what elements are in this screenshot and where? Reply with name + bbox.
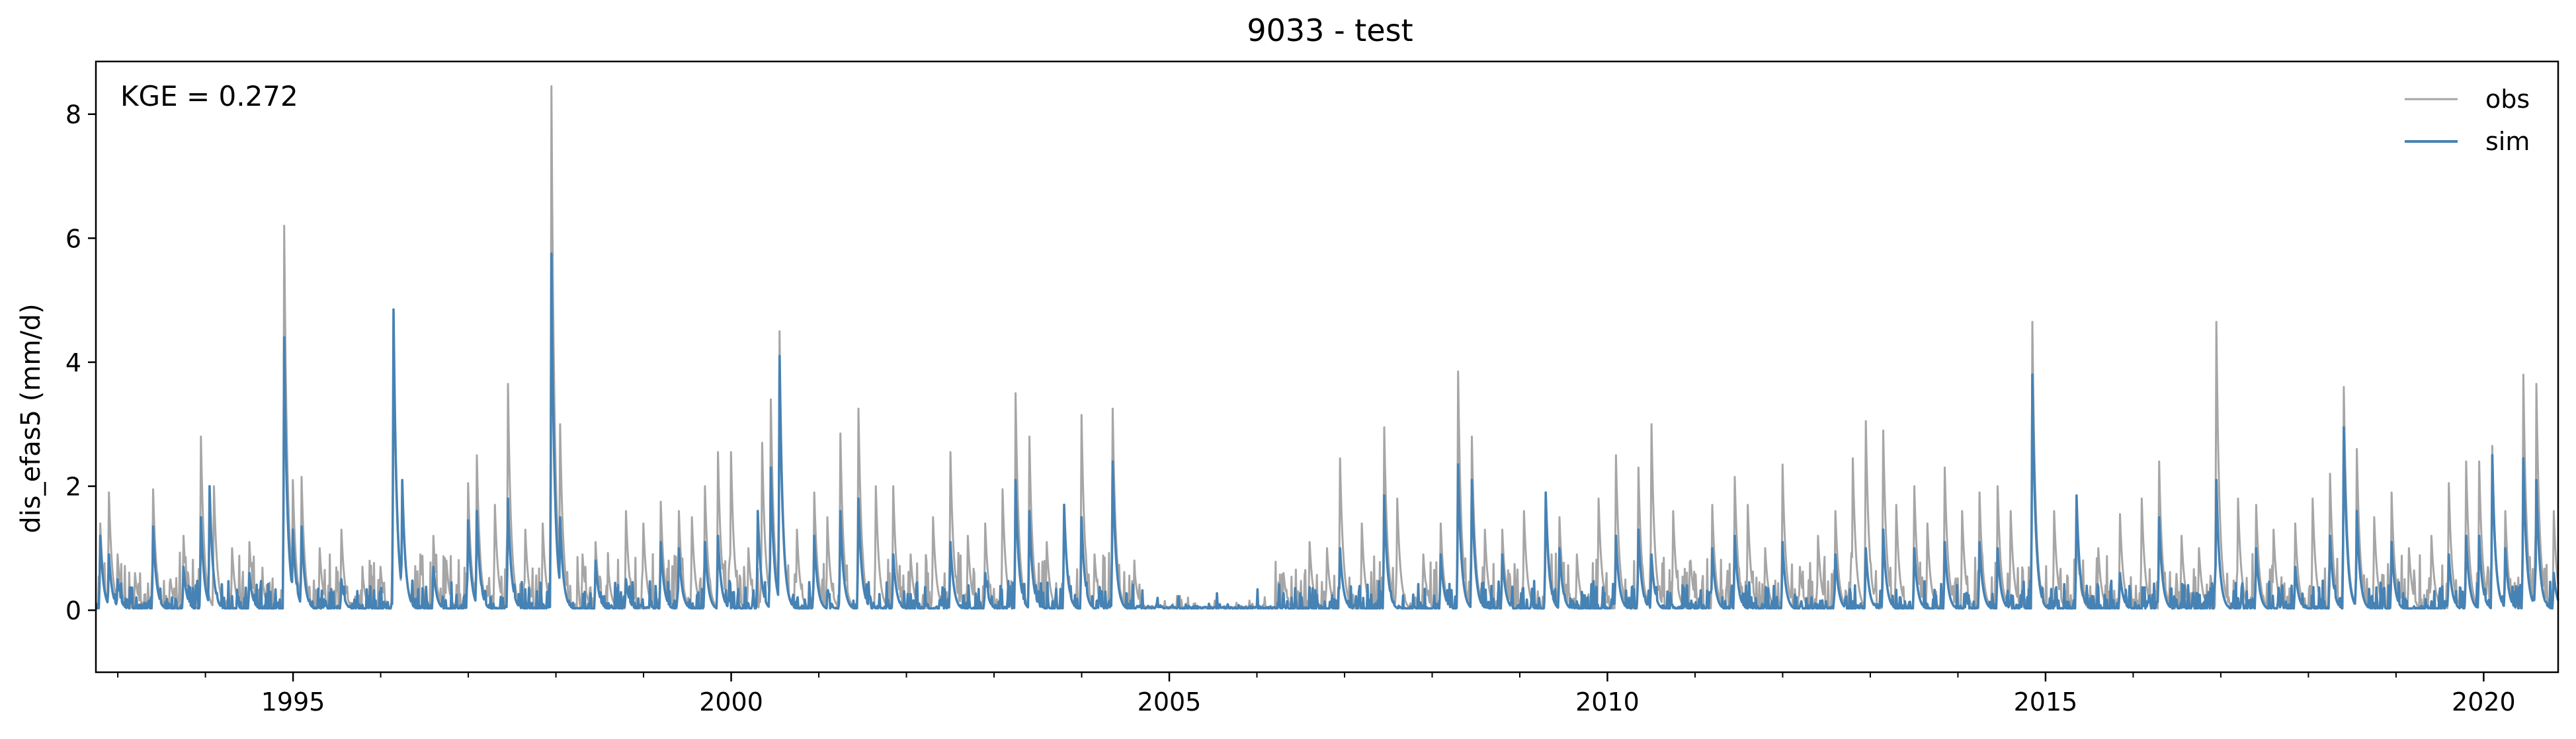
axes: 0 2 4 6 8 1995 2000 2005 2010 2015 2020 bbox=[65, 60, 2559, 717]
y-tick-label: 4 bbox=[65, 348, 81, 377]
y-tick-label: 0 bbox=[65, 596, 81, 625]
y-axis-label: dis_efas5 (mm/d) bbox=[16, 303, 46, 533]
plot-area bbox=[95, 85, 2559, 610]
y-tick-label: 2 bbox=[65, 473, 81, 502]
x-tick-label: 2020 bbox=[2452, 687, 2516, 717]
legend: obs sim bbox=[2405, 85, 2530, 156]
legend-label-sim: sim bbox=[2485, 127, 2530, 156]
legend-label-obs: obs bbox=[2485, 85, 2530, 114]
y-tick-label: 6 bbox=[65, 224, 81, 253]
y-tick-label: 8 bbox=[65, 100, 81, 130]
chart-title: 9033 - test bbox=[1247, 13, 1413, 48]
kge-annotation: KGE = 0.272 bbox=[120, 80, 298, 112]
plot-frame bbox=[95, 60, 2559, 674]
x-tick-label: 2015 bbox=[2014, 687, 2078, 717]
x-tick-label: 2005 bbox=[1138, 687, 1202, 717]
x-tick-label: 2010 bbox=[1575, 687, 1640, 717]
x-tick-label: 2000 bbox=[699, 687, 763, 717]
series-line-sim bbox=[95, 253, 2559, 610]
x-tick-label: 1995 bbox=[261, 687, 325, 717]
